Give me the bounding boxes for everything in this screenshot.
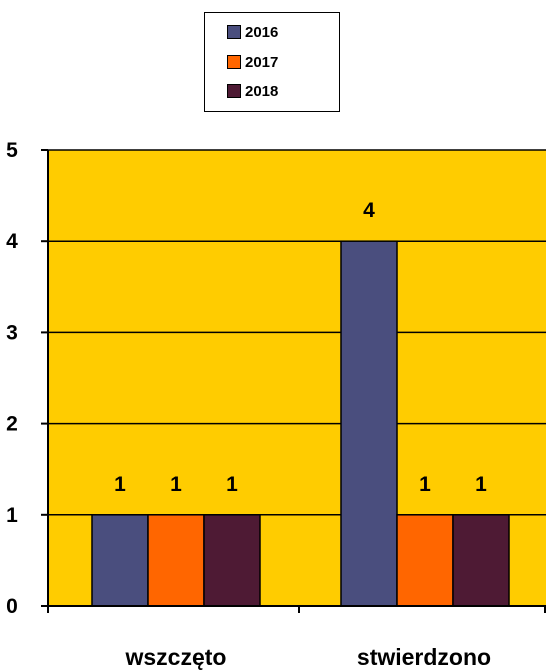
axes [41, 149, 546, 613]
bar-2018-1 [452, 514, 510, 607]
legend-label-2018: 2018 [245, 82, 279, 100]
data-label: 1 [475, 473, 487, 496]
legend-item-2016: 2016 [227, 21, 278, 43]
y-tick-label: 2 [6, 413, 18, 436]
legend-label-2016: 2016 [245, 23, 279, 41]
legend-item-2018: 2018 [227, 80, 278, 102]
x-category-label: stwierdzono [357, 644, 491, 670]
legend-swatch-2016 [227, 25, 241, 39]
data-labels: 1 1 1 4 1 1 [114, 199, 487, 496]
legend-swatch-2018 [227, 84, 241, 98]
bar-2016-0 [91, 514, 149, 607]
data-label: 1 [419, 473, 431, 496]
bars [91, 240, 510, 607]
data-label: 1 [170, 473, 182, 496]
y-tick-label: 0 [6, 595, 18, 618]
bar-2017-0 [147, 514, 205, 607]
bar-2018-0 [203, 514, 261, 607]
y-tick-label: 4 [6, 230, 18, 253]
x-category-label: wszczęto [125, 644, 227, 670]
legend-label-2017: 2017 [245, 53, 279, 71]
y-tick-label: 1 [6, 504, 18, 527]
y-tick-label: 3 [6, 321, 18, 344]
y-tick-label: 5 [6, 139, 18, 162]
bar-2017-1 [396, 514, 454, 607]
data-label: 1 [114, 473, 126, 496]
legend-item-2017: 2017 [227, 51, 278, 73]
data-label: 4 [363, 199, 375, 222]
x-category-labels: wszczęto stwierdzono [125, 644, 492, 670]
y-tick-labels: 0 1 2 3 4 5 [6, 139, 18, 618]
legend-swatch-2017 [227, 55, 241, 69]
data-label: 1 [226, 473, 238, 496]
legend: 2016 2017 2018 [204, 12, 340, 112]
bar-2016-1 [340, 240, 398, 607]
